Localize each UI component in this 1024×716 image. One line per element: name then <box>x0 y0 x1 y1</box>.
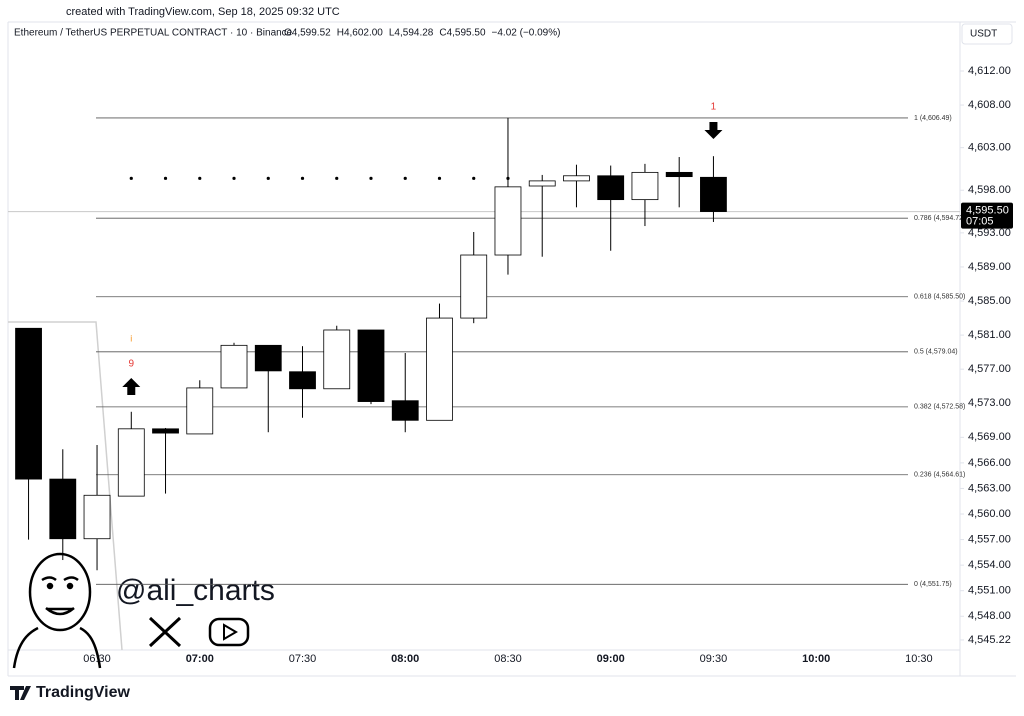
ohlc-value: H4,602.00 <box>337 28 384 39</box>
watermark: @ali_charts <box>116 574 275 607</box>
signal-dot <box>198 176 202 180</box>
y-tick-label: 4,612.00 <box>968 65 1011 77</box>
signal-dot <box>403 176 407 180</box>
y-tick-label: 4,557.00 <box>968 533 1011 545</box>
x-tick-label: 09:30 <box>700 653 728 665</box>
youtube-icon <box>223 623 238 641</box>
candle-body <box>700 176 727 212</box>
x-tick-label: 08:00 <box>391 653 419 665</box>
candle-body <box>563 175 590 182</box>
candle-body <box>49 478 77 540</box>
x-tick-label: 07:30 <box>289 653 317 665</box>
ohlc-legend: O4,599.52 H4,602.00 L4,594.28 C4,595.50 −4.0… <box>284 28 560 39</box>
fib-label: 0.618 (4,585.50) <box>914 294 965 301</box>
brand-logo <box>10 686 31 700</box>
x-tick-label: 08:30 <box>494 653 522 665</box>
avatar <box>12 552 102 669</box>
currency-box[interactable] <box>961 23 1013 45</box>
annotation: 9 <box>128 359 134 370</box>
signal-dot <box>369 176 373 180</box>
y-tick-label: 4,566.00 <box>968 457 1011 469</box>
fib-label: 1 (4,606.49) <box>914 115 952 122</box>
y-tick-label: 4,589.00 <box>968 261 1011 273</box>
arrow-down <box>704 122 723 139</box>
y-tick-label: 4,577.00 <box>968 363 1011 375</box>
candle-body <box>426 317 453 421</box>
signal-dot <box>472 176 476 180</box>
signal-dot <box>163 176 168 180</box>
last-price-label: 4,595.50 <box>966 204 1009 216</box>
x-icon <box>148 616 182 648</box>
y-tick-label: 4,603.00 <box>968 142 1011 154</box>
candle-body <box>460 254 488 319</box>
candle-body <box>254 344 282 372</box>
y-tick-label: 4,569.00 <box>968 431 1011 443</box>
y-tick-label: 4,581.00 <box>968 329 1011 341</box>
x-tick-label: 07:00 <box>186 653 214 665</box>
fib-label: 0.236 (4,564.61) <box>914 472 965 479</box>
signal-dot <box>437 176 442 180</box>
candle-body <box>528 180 556 187</box>
annotation: i <box>130 333 132 343</box>
y-tick-label: 4,585.00 <box>968 295 1011 307</box>
fib-label: 0.786 (4,594.72) <box>914 215 965 222</box>
candle-body <box>357 329 385 402</box>
candle-body <box>494 186 522 256</box>
candle-body <box>83 494 111 540</box>
brand: TradingView <box>36 684 131 701</box>
y-tick-label: 4,563.00 <box>968 482 1011 494</box>
ohlc-value: −4.02 (−0.09%) <box>492 28 561 39</box>
y-tick-label: 4,545.22 <box>968 634 1011 646</box>
signal-dot <box>335 176 339 180</box>
x-tick-label: 10:30 <box>905 653 933 665</box>
y-tick-label: 4,608.00 <box>968 99 1011 111</box>
ohlc-value: O4,599.52 <box>284 28 331 39</box>
candle-body <box>220 344 248 389</box>
candle-body <box>117 428 145 497</box>
currency: USDT <box>970 29 997 40</box>
signal-dot <box>266 176 270 180</box>
candle-body <box>323 329 351 390</box>
y-tick-label: 4,560.00 <box>968 508 1011 520</box>
candle-body <box>15 327 42 480</box>
symbol-title: Ethereum / TetherUS PERPETUAL CONTRACT ·… <box>14 28 293 39</box>
candle-body <box>152 428 179 434</box>
signal-dot <box>232 176 236 180</box>
fib-label: 0 (4,551.75) <box>914 581 952 588</box>
candle-body <box>597 175 625 201</box>
candle-body <box>391 400 419 421</box>
ghost-line <box>8 321 123 651</box>
price-box <box>961 202 1013 229</box>
fib-label: 0.382 (4,572.58) <box>914 404 965 411</box>
youtube-icon <box>208 617 250 647</box>
ohlc-value: C4,595.50 <box>439 28 486 39</box>
arrow-up <box>122 378 141 395</box>
y-tick-label: 4,598.00 <box>968 184 1011 196</box>
signal-dot <box>129 176 133 180</box>
signal-dot <box>300 176 305 180</box>
ohlc-value: L4,594.28 <box>389 28 434 39</box>
y-tick-label: 4,593.00 <box>968 227 1011 239</box>
y-tick-label: 4,573.00 <box>968 397 1011 409</box>
candle-body <box>186 387 214 435</box>
y-tick-label: 4,551.00 <box>968 585 1011 597</box>
x-tick-label: 09:00 <box>597 653 625 665</box>
candle-body <box>631 171 659 201</box>
fib-label: 0.5 (4,579.04) <box>914 349 958 356</box>
x-tick-label: 06:30 <box>83 653 111 665</box>
annotation: 1 <box>711 102 717 113</box>
candle-body <box>289 371 316 390</box>
y-tick-label: 4,548.00 <box>968 610 1011 622</box>
x-tick-label: 10:00 <box>802 653 830 665</box>
source: created with TradingView.com, Sep 18, 20… <box>66 6 340 18</box>
candle-body <box>665 171 693 178</box>
y-tick-label: 4,554.00 <box>968 559 1011 571</box>
countdown: 07:05 <box>966 215 994 227</box>
